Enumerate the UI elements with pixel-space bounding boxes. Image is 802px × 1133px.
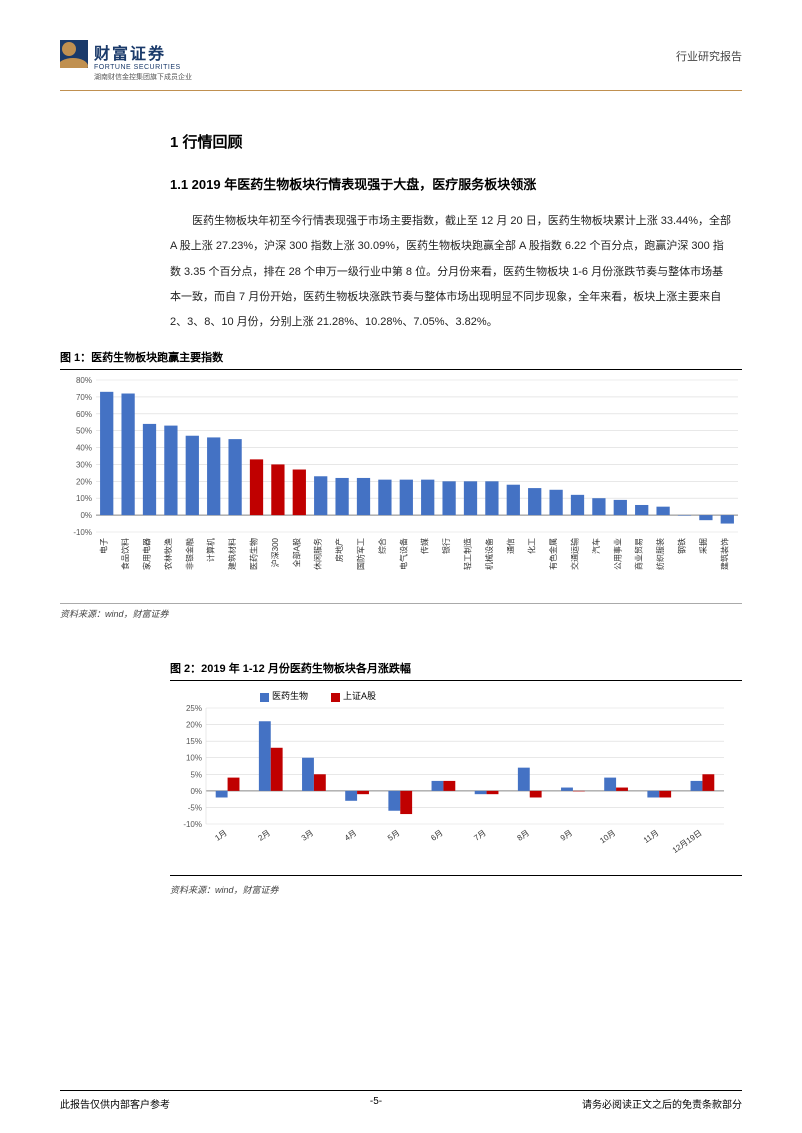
svg-text:50%: 50% [76,427,92,436]
svg-text:8月: 8月 [516,829,531,844]
figure-2-legend: 医药生物 上证A股 [260,689,742,702]
logo-text-en: FORTUNE SECURITIES [94,64,192,71]
svg-text:有色金属: 有色金属 [548,538,558,570]
figure-1-title: 图 1：医药生物板块跑赢主要指数 [60,349,742,365]
svg-text:建筑材料: 建筑材料 [227,538,237,570]
svg-text:房地产: 房地产 [334,538,344,562]
body-paragraph: 医药生物板块年初至今行情表现强于市场主要指数，截止至 12 月 20 日，医药生… [170,209,732,335]
svg-text:25%: 25% [186,704,202,713]
svg-text:5月: 5月 [386,829,401,844]
svg-text:电子: 电子 [99,538,109,554]
svg-text:计算机: 计算机 [206,538,216,562]
logo-subtitle: 湖南财信金控集团旗下成员企业 [94,72,192,82]
subsection-title: 1.1 2019 年医药生物板块行情表现强于大盘，医疗服务板块领涨 [170,174,742,193]
svg-text:银行: 银行 [441,538,451,554]
svg-text:沪深300: 沪深300 [270,538,280,568]
svg-text:40%: 40% [76,444,92,453]
legend-label-2: 上证A股 [343,691,376,701]
figure-2-source: 资料来源：wind，财富证券 [170,880,742,896]
svg-text:休闲服务: 休闲服务 [313,538,323,570]
svg-text:医药生物: 医药生物 [249,538,259,570]
footer-left: 此报告仅供内部客户参考 [60,1096,170,1111]
figure-2-title: 图 2：2019 年 1-12 月份医药生物板块各月涨跌幅 [170,660,742,676]
svg-text:4月: 4月 [343,829,358,844]
svg-text:机械设备: 机械设备 [484,538,494,570]
svg-text:钢铁: 钢铁 [677,538,687,554]
figure-2-chart: -10% -5% 0% 5% 10% 15% 20% 25% 1月 2月 3月 4月 5月 6月 7月 8月 9… [170,704,730,864]
svg-text:9月: 9月 [559,829,574,844]
svg-text:10月: 10月 [598,829,617,846]
svg-text:建筑装饰: 建筑装饰 [719,538,729,570]
footer-right: 请务必阅读正文之后的免责条款部分 [582,1096,742,1111]
svg-text:30%: 30% [76,461,92,470]
header-right-label: 行业研究报告 [676,48,742,64]
svg-text:纺织服装: 纺织服装 [655,538,665,570]
svg-text:化工: 化工 [527,538,537,554]
svg-text:0%: 0% [80,512,92,521]
legend-label-1: 医药生物 [272,691,308,701]
svg-text:2月: 2月 [257,829,272,844]
svg-text:10%: 10% [76,495,92,504]
svg-text:-10%: -10% [183,820,202,829]
svg-text:农林牧渔: 农林牧渔 [163,538,173,570]
svg-text:通信: 通信 [505,538,515,554]
page-header: 财富证券 FORTUNE SECURITIES 湖南财信金控集团旗下成员企业 行… [60,40,742,91]
svg-text:3月: 3月 [300,829,315,844]
svg-text:采掘: 采掘 [698,538,708,554]
svg-text:家用电器: 家用电器 [142,538,152,570]
figure-1-block: 图 1：医药生物板块跑赢主要指数 -10% 0% 10% 20% 30% 40% 50% 60… [60,349,742,620]
svg-text:20%: 20% [76,478,92,487]
svg-text:全部A股: 全部A股 [291,538,301,567]
logo-block: 财富证券 FORTUNE SECURITIES 湖南财信金控集团旗下成员企业 [60,40,192,82]
footer-center: -5- [370,1096,382,1111]
fortune-logo-icon [60,40,88,68]
svg-text:12月19日: 12月19日 [671,829,704,856]
section-title: 1 行情回顾 [170,131,742,152]
svg-text:-10%: -10% [73,528,92,537]
svg-text:传媒: 传媒 [420,538,430,554]
svg-text:6月: 6月 [429,829,444,844]
svg-text:电气设备: 电气设备 [398,538,408,570]
svg-text:国防军工: 国防军工 [356,538,366,570]
svg-text:非银金融: 非银金融 [184,538,194,570]
figure-1-chart: -10% 0% 10% 20% 30% 40% 50% 60% 70% 80% 电子 食品饮料 家用电器… [60,374,742,594]
svg-text:公用事业: 公用事业 [612,538,622,570]
svg-text:综合: 综合 [377,538,387,554]
svg-text:70%: 70% [76,393,92,402]
svg-text:商业贸易: 商业贸易 [634,538,644,570]
svg-text:11月: 11月 [642,829,661,846]
svg-text:7月: 7月 [472,829,487,844]
svg-text:轻工制造: 轻工制造 [463,538,473,570]
svg-text:80%: 80% [76,376,92,385]
logo-text-cn: 财富证券 [94,40,192,64]
svg-text:60%: 60% [76,410,92,419]
svg-text:1月: 1月 [213,829,228,844]
page-footer: 此报告仅供内部客户参考 -5- 请务必阅读正文之后的免责条款部分 [60,1090,742,1111]
svg-text:食品饮料: 食品饮料 [120,538,130,570]
svg-text:-5%: -5% [188,804,202,813]
svg-text:0%: 0% [190,787,202,796]
svg-text:汽车: 汽车 [591,538,601,554]
svg-text:10%: 10% [186,754,202,763]
svg-text:交通运输: 交通运输 [570,538,580,570]
figure-1-source: 资料来源：wind，财富证券 [60,603,742,620]
svg-text:20%: 20% [186,721,202,730]
figure-2-block: 图 2：2019 年 1-12 月份医药生物板块各月涨跌幅 医药生物 上证A股 … [170,660,742,896]
svg-text:5%: 5% [190,771,202,780]
svg-text:15%: 15% [186,738,202,747]
